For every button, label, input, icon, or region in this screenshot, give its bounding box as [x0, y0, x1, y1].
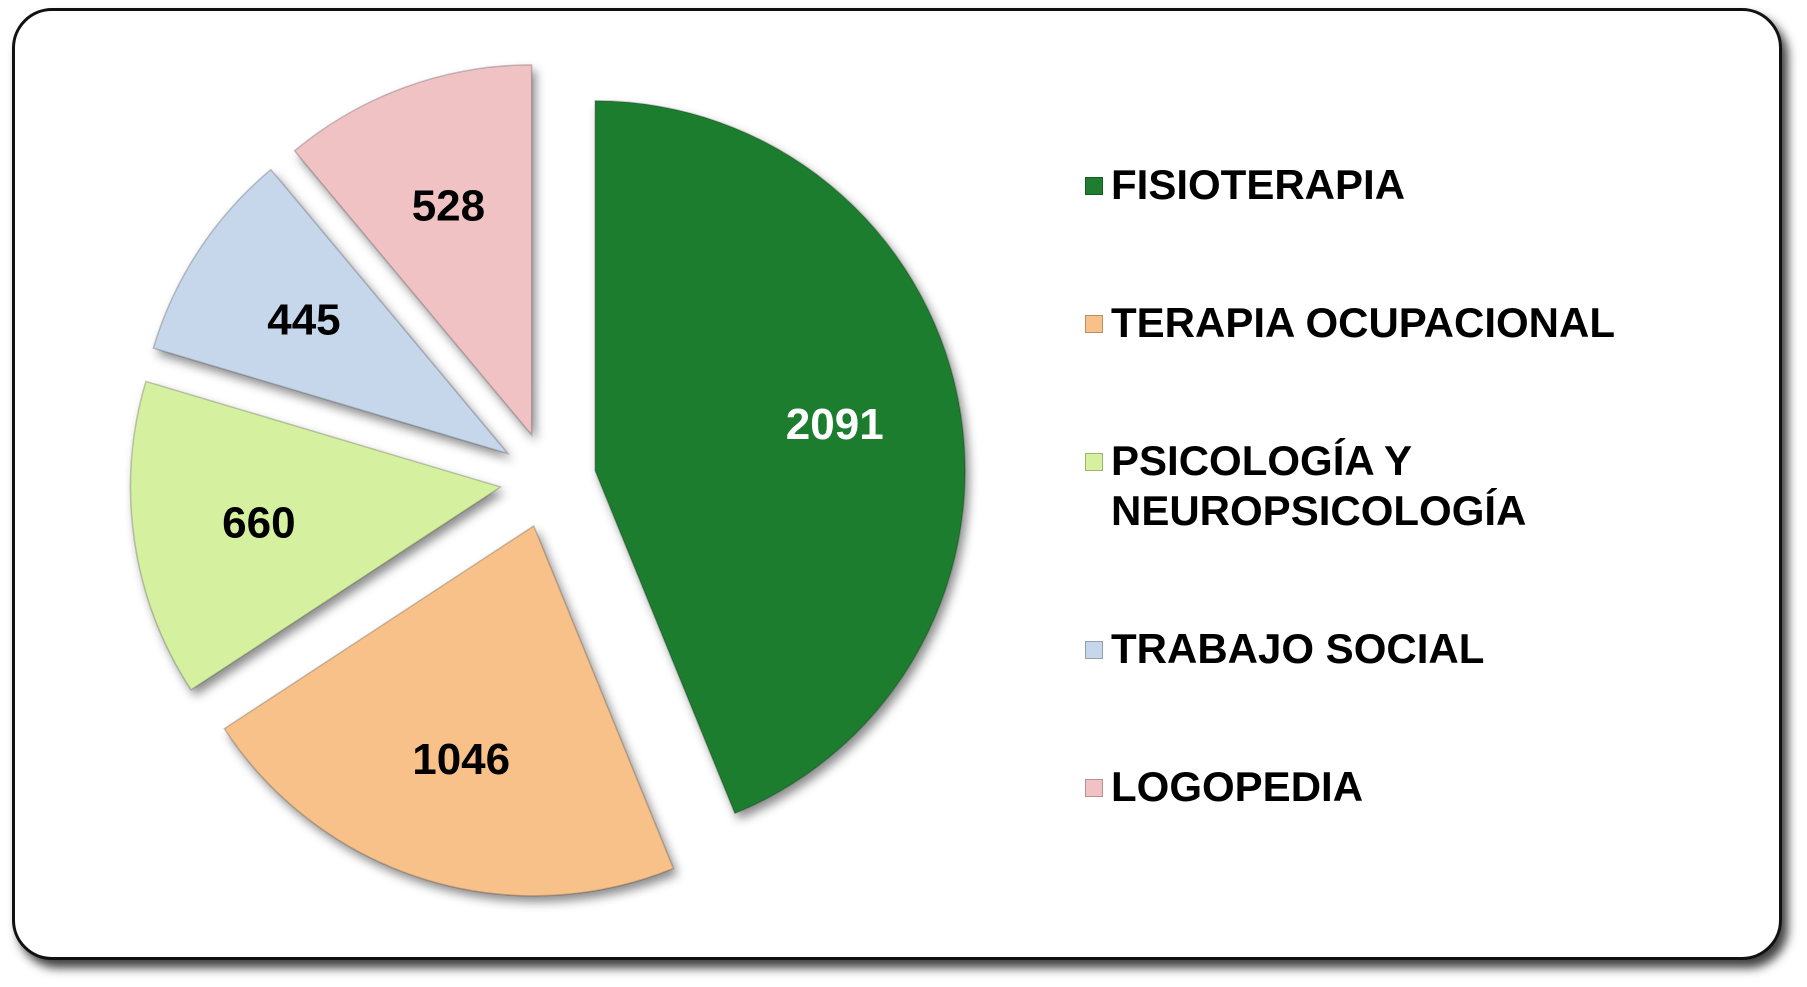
- legend: FISIOTERAPIA TERAPIA OCUPACIONAL PSICOLOGÍ…: [1085, 160, 1765, 812]
- data-label: 2091: [786, 400, 884, 449]
- legend-label: LOGOPEDIA: [1111, 763, 1364, 810]
- pie-slice: [223, 524, 675, 897]
- pie-slice: [129, 380, 503, 691]
- legend-item: TERAPIA OCUPACIONAL: [1085, 298, 1765, 348]
- legend-label: TERAPIA OCUPACIONAL: [1111, 299, 1615, 346]
- data-label: 445: [267, 295, 340, 344]
- legend-swatch: [1085, 315, 1103, 333]
- legend-label: TRABAJO SOCIAL: [1111, 625, 1485, 672]
- legend-label: PSICOLOGÍA Y NEUROPSICOLOGÍA: [1111, 437, 1527, 534]
- legend-swatch: [1085, 641, 1103, 659]
- pie-slice: [594, 100, 966, 815]
- pie-slice: [293, 64, 533, 437]
- legend-item: PSICOLOGÍA Y NEUROPSICOLOGÍA: [1085, 436, 1765, 536]
- data-label: 1046: [412, 735, 510, 784]
- legend-swatch: [1085, 779, 1103, 797]
- pie-slice: [152, 168, 511, 456]
- legend-item: FISIOTERAPIA: [1085, 160, 1765, 210]
- data-label: 660: [222, 498, 295, 547]
- legend-label: FISIOTERAPIA: [1111, 161, 1406, 208]
- legend-item: LOGOPEDIA: [1085, 762, 1765, 812]
- legend-item: TRABAJO SOCIAL: [1085, 624, 1765, 674]
- legend-swatch: [1085, 177, 1103, 195]
- legend-swatch: [1085, 453, 1103, 471]
- data-label: 528: [412, 181, 485, 230]
